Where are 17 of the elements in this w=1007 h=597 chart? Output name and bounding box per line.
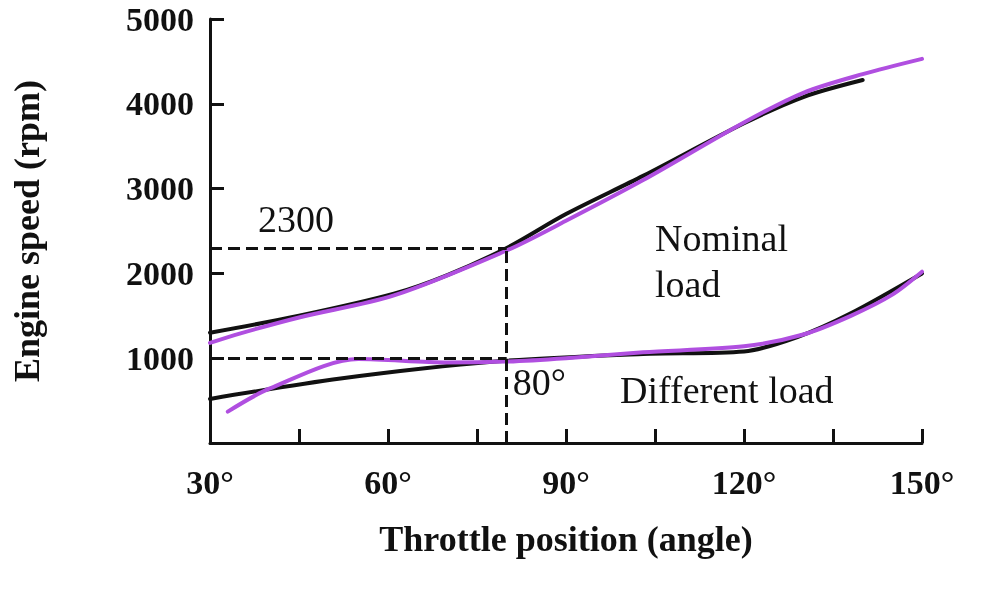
y-tick-label: 3000 [126, 170, 194, 208]
x-tick-label: 150° [889, 463, 955, 501]
annotation: Nominal load [655, 217, 788, 306]
ref-line-label: 80° [512, 361, 566, 403]
y-tick-label: 2000 [126, 254, 194, 292]
line-series [208, 56, 924, 345]
x-tick-label: 120° [711, 463, 777, 501]
y-tick-label: 1000 [126, 339, 194, 377]
x-tick-label: 90° [542, 463, 590, 501]
ref-line-label: 2300 [258, 197, 334, 240]
x-tick-label: 30° [186, 463, 234, 501]
y-tick-label: 4000 [126, 85, 194, 123]
y-tick-label: 5000 [126, 0, 194, 38]
y-axis-title: Engine speed (rpm) [7, 79, 47, 383]
x-tick-label: 60° [364, 463, 412, 501]
annotation: Different load [620, 369, 834, 412]
x-axis-title: Throttle position (angle) [379, 519, 753, 559]
